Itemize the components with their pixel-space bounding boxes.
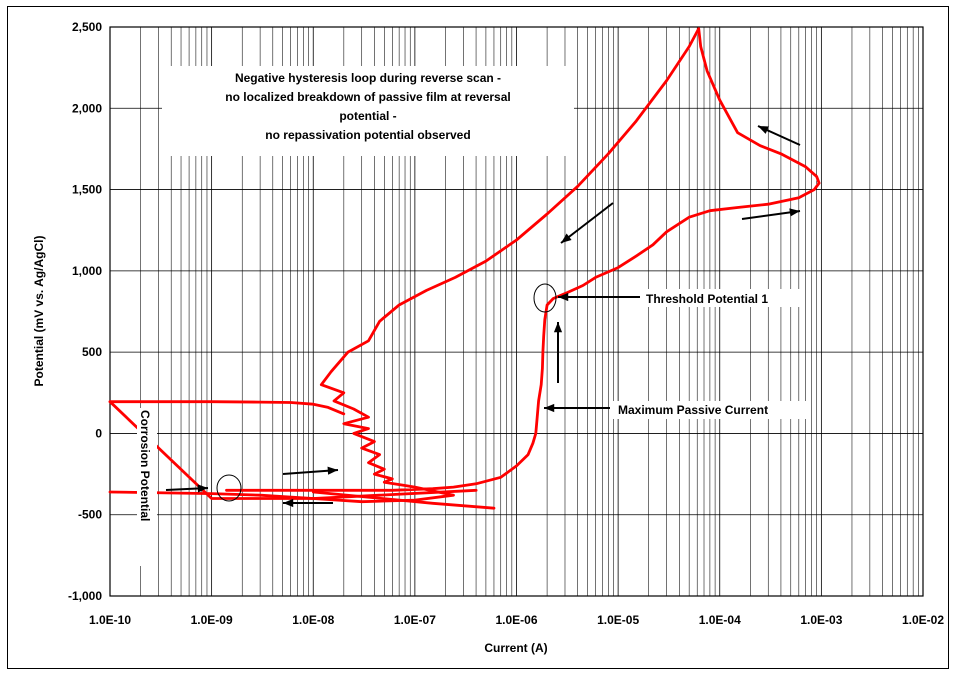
y-tick-label: 1,000 <box>72 264 102 278</box>
x-tick-label: 1.0E-03 <box>800 613 842 627</box>
arrow-head <box>327 466 338 475</box>
note-line: potential - <box>339 109 396 123</box>
y-tick-label: 2,500 <box>72 20 102 34</box>
arrow-head <box>561 233 572 243</box>
x-tick-label: 1.0E-05 <box>597 613 639 627</box>
x-tick-label: 1.0E-08 <box>292 613 334 627</box>
arrow-head <box>197 484 208 493</box>
series-line <box>311 490 496 510</box>
note-background <box>162 66 574 156</box>
corrosion-marker <box>216 474 242 502</box>
y-tick-label: -500 <box>78 508 102 522</box>
threshold-marker <box>533 283 557 313</box>
x-tick-label: 1.0E-06 <box>495 613 537 627</box>
x-tick-label: 1.0E-02 <box>902 613 944 627</box>
note-box: Negative hysteresis loop during reverse … <box>162 66 574 156</box>
arrow-head <box>558 292 569 302</box>
plot-border <box>109 26 924 597</box>
y-axis-label: Potential (mV vs. Ag/AgCl) <box>32 236 46 387</box>
note-line: no repassivation potential observed <box>265 128 470 142</box>
y-tick-label: 0 <box>95 426 102 440</box>
x-tick-label: 1.0E-07 <box>394 613 436 627</box>
arrow-head <box>789 208 800 217</box>
y-tick-label: 1,500 <box>72 183 102 197</box>
max-current-label: Maximum Passive Current <box>618 403 768 417</box>
tick-labels: 1.0E-10 1.0E-09 1.0E-08 1.0E-07 1.0E-06 1.0E-… <box>68 20 944 627</box>
series-line <box>108 400 478 500</box>
x-tick-label: 1.0E-09 <box>191 613 233 627</box>
arrow-head <box>544 403 555 413</box>
curves <box>108 27 821 510</box>
y-tick-label: 500 <box>82 345 102 359</box>
arrows <box>165 125 801 508</box>
series-line <box>108 27 821 504</box>
x-tick-label: 1.0E-04 <box>699 613 741 627</box>
corrosion-label: Corrosion Potential <box>138 410 152 521</box>
x-tick-label: 1.0E-10 <box>89 613 131 627</box>
corrosion-label-bg <box>137 408 157 566</box>
y-tick-label: -1,000 <box>68 589 102 603</box>
threshold-label-bg <box>642 289 804 307</box>
note-line: no localized breakdown of passive film a… <box>225 90 510 104</box>
threshold-label: Threshold Potential 1 <box>646 292 768 306</box>
arrow-head <box>758 126 769 134</box>
arrow-head <box>553 322 563 333</box>
series-line <box>108 400 346 416</box>
note-line: Negative hysteresis loop during reverse … <box>235 71 501 85</box>
arrow-head <box>283 498 294 508</box>
max-current-label-bg <box>613 401 811 419</box>
arrow-shaft <box>560 202 614 244</box>
x-axis-label: Current (A) <box>484 641 547 655</box>
y-tick-label: 2,000 <box>72 101 102 115</box>
callouts: Threshold Potential 1 Maximum Passive Cu… <box>137 283 811 566</box>
